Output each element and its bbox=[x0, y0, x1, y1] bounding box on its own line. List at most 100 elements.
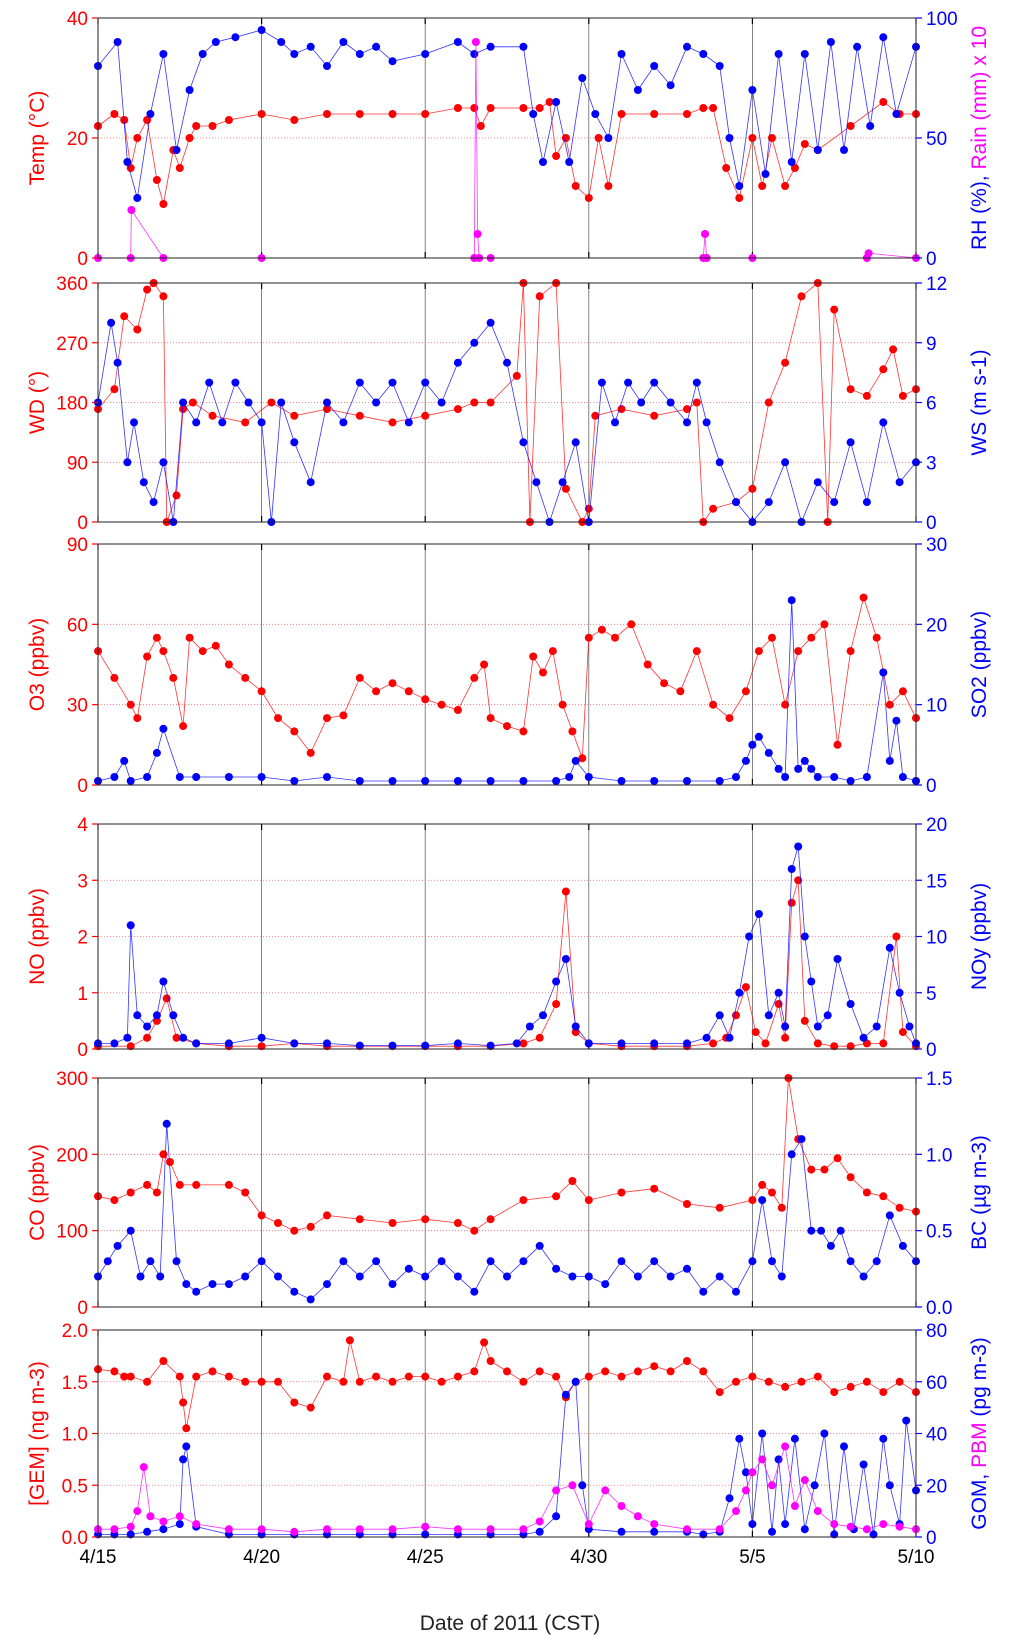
data-point-wd bbox=[172, 491, 181, 500]
left-tick-label: 1.0 bbox=[62, 1425, 88, 1446]
data-point-bc bbox=[826, 1241, 835, 1250]
data-point-co bbox=[820, 1165, 829, 1174]
data-point-ws bbox=[470, 338, 479, 347]
right-tick-label: 1.0 bbox=[926, 1145, 952, 1166]
data-point-noy bbox=[774, 988, 783, 997]
data-point-gom bbox=[790, 1434, 799, 1443]
data-point-o3 bbox=[355, 673, 364, 682]
data-point-gem bbox=[715, 1388, 724, 1397]
data-point-noy bbox=[584, 1039, 593, 1048]
left-tick-label: 200 bbox=[56, 1145, 88, 1166]
data-point-noy bbox=[715, 1011, 724, 1020]
data-point-pbm bbox=[388, 1525, 397, 1534]
right-tick-label: 3 bbox=[926, 453, 937, 474]
data-point-wd bbox=[797, 292, 806, 301]
data-point-ws bbox=[159, 458, 168, 467]
data-point-gem bbox=[290, 1398, 299, 1407]
data-point-so2 bbox=[323, 773, 331, 781]
data-point-temp bbox=[879, 98, 888, 106]
left-tick-label: 270 bbox=[56, 334, 88, 355]
data-point-gom bbox=[159, 1525, 168, 1534]
data-point-gem bbox=[274, 1377, 282, 1386]
data-point-bc bbox=[192, 1287, 201, 1296]
data-point-noy bbox=[525, 1022, 534, 1031]
data-point-o3 bbox=[257, 687, 266, 696]
data-point-gom bbox=[748, 1520, 757, 1529]
data-point-noy bbox=[571, 1022, 580, 1031]
data-point-co bbox=[486, 1215, 495, 1224]
data-point-ws bbox=[404, 418, 413, 427]
data-point-bc bbox=[898, 1241, 907, 1250]
data-point-wd bbox=[188, 398, 197, 407]
data-point-gem bbox=[143, 1377, 152, 1386]
data-point-co bbox=[833, 1154, 842, 1163]
data-point-gem bbox=[175, 1372, 184, 1381]
data-point-pbm bbox=[601, 1486, 610, 1495]
data-point-no bbox=[152, 1016, 161, 1025]
data-point-pbm bbox=[781, 1442, 790, 1451]
data-point-co bbox=[683, 1200, 691, 1208]
data-point-ws bbox=[764, 498, 773, 507]
data-point-so2 bbox=[846, 777, 855, 785]
data-point-gom bbox=[175, 1520, 184, 1529]
data-point-co bbox=[143, 1180, 152, 1189]
data-point-so2 bbox=[892, 716, 901, 725]
data-point-wd bbox=[830, 305, 839, 314]
data-point-o3 bbox=[152, 633, 161, 642]
data-point-rh bbox=[666, 81, 675, 90]
data-point-o3 bbox=[404, 687, 413, 696]
data-point-pbm bbox=[133, 1507, 142, 1516]
data-point-pbm bbox=[584, 1520, 593, 1529]
data-point-bc bbox=[126, 1226, 135, 1235]
data-point-gem bbox=[192, 1372, 201, 1381]
data-point-gem bbox=[241, 1377, 250, 1386]
data-point-o3 bbox=[885, 700, 894, 709]
data-point-so2 bbox=[683, 777, 691, 785]
data-point-noy bbox=[486, 1041, 495, 1050]
data-point-gem bbox=[110, 1367, 119, 1376]
data-point-wd bbox=[764, 398, 773, 407]
data-point-rh bbox=[761, 170, 770, 178]
data-point-temp bbox=[594, 134, 603, 142]
data-point-rh bbox=[892, 110, 901, 118]
right-tick-label: 30 bbox=[926, 535, 947, 556]
data-point-so2 bbox=[754, 732, 763, 741]
right-tick-label: 1.5 bbox=[926, 1069, 952, 1090]
right-tick-label: 50 bbox=[926, 129, 947, 150]
data-point-noy bbox=[650, 1039, 659, 1048]
data-point-so2 bbox=[120, 756, 129, 765]
data-point-co bbox=[152, 1188, 161, 1197]
right-axis-label: GOM, PBM (pg m-3) bbox=[968, 1337, 991, 1530]
data-point-noy bbox=[453, 1039, 462, 1048]
data-point-bc bbox=[601, 1280, 610, 1289]
data-point-so2 bbox=[794, 764, 803, 773]
data-point-gom bbox=[699, 1530, 708, 1539]
data-point-pbm bbox=[126, 1522, 135, 1531]
data-point-gom bbox=[840, 1442, 848, 1451]
data-point-rh bbox=[355, 50, 364, 58]
data-point-noy bbox=[885, 943, 894, 952]
data-point-ws bbox=[123, 458, 132, 467]
left-tick-label: 20 bbox=[67, 129, 88, 150]
data-point-gom bbox=[879, 1434, 888, 1443]
data-point-rh bbox=[539, 158, 547, 166]
data-point-rh bbox=[866, 122, 875, 130]
data-point-ws bbox=[895, 478, 904, 487]
data-point-rh bbox=[290, 50, 299, 58]
data-point-bc bbox=[846, 1257, 855, 1266]
left-tick-label: 300 bbox=[56, 1069, 88, 1090]
data-point-o3 bbox=[597, 625, 606, 634]
data-point-wd bbox=[650, 411, 659, 420]
data-point-wd bbox=[512, 371, 521, 380]
right-tick-label: 15 bbox=[926, 871, 947, 892]
data-point-wd bbox=[453, 405, 462, 414]
data-point-ws bbox=[692, 378, 701, 387]
left-tick-label: 0 bbox=[77, 1040, 88, 1061]
data-point-rh bbox=[211, 38, 220, 46]
data-point-so2 bbox=[290, 777, 299, 785]
data-point-wd bbox=[709, 504, 718, 513]
data-point-temp bbox=[758, 182, 767, 190]
right-axis-label: BC (µg m-3) bbox=[968, 1135, 991, 1250]
left-axis-label: CO (ppbv) bbox=[26, 1144, 49, 1241]
plot-frame bbox=[97, 543, 917, 786]
